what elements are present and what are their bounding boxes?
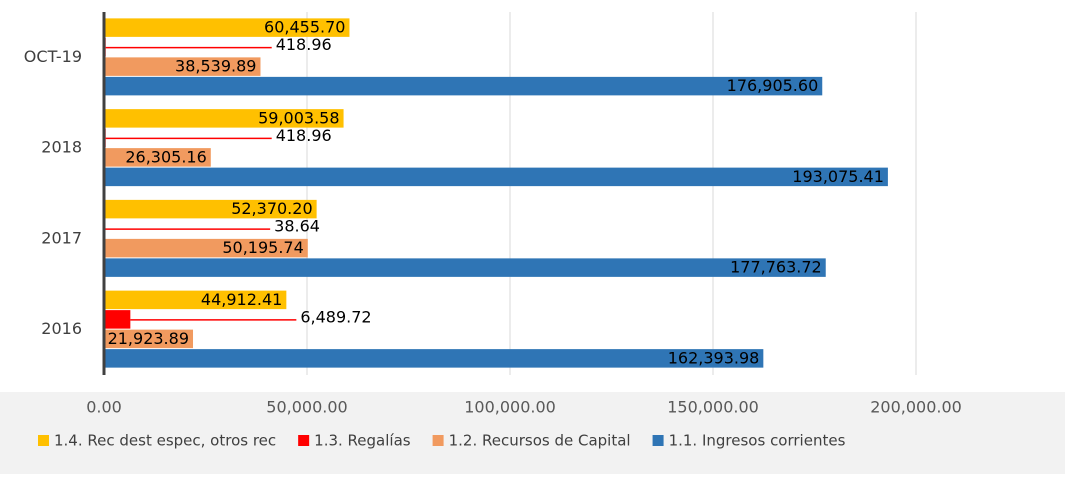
y-tick-label: 2018 (41, 138, 82, 157)
bar (104, 258, 826, 277)
data-label: 50,195.74 (222, 238, 303, 257)
legend-swatch (38, 435, 49, 446)
x-tick-label: 100,000.00 (464, 398, 556, 417)
x-tick-label: 0.00 (86, 398, 122, 417)
data-label: 177,763.72 (730, 258, 822, 277)
legend-label: 1.4. Rec dest espec, otros rec (54, 432, 276, 450)
legend-swatch (433, 435, 444, 446)
legend-swatch (298, 435, 309, 446)
bar (104, 310, 130, 329)
data-label: 162,393.98 (668, 348, 760, 367)
x-tick-label: 150,000.00 (667, 398, 759, 417)
data-label: 44,912.41 (201, 290, 282, 309)
data-label: 60,455.70 (264, 18, 345, 37)
data-label: 21,923.89 (108, 329, 189, 348)
data-label: 38.64 (274, 217, 320, 236)
data-label: 6,489.72 (300, 307, 371, 326)
data-label: 176,905.60 (727, 76, 819, 95)
data-label: 59,003.58 (258, 108, 339, 127)
legend-swatch (653, 435, 664, 446)
legend-label: 1.1. Ingresos corrientes (669, 432, 846, 450)
data-label: 418.96 (276, 35, 332, 54)
legend-label: 1.3. Regalías (314, 432, 411, 450)
data-label: 38,539.89 (175, 57, 256, 76)
data-label: 418.96 (276, 126, 332, 145)
bar (104, 349, 763, 368)
data-label: 193,075.41 (792, 167, 884, 186)
bar (104, 168, 888, 187)
y-tick-label: 2016 (41, 319, 82, 338)
data-label: 52,370.20 (231, 199, 312, 218)
x-tick-label: 200,000.00 (870, 398, 962, 417)
y-tick-label: OCT-19 (24, 47, 82, 66)
data-label: 26,305.16 (125, 147, 206, 166)
x-tick-label: 50,000.00 (266, 398, 347, 417)
y-tick-label: 2017 (41, 228, 82, 247)
bar (104, 77, 822, 96)
legend-label: 1.2. Recursos de Capital (449, 432, 631, 450)
